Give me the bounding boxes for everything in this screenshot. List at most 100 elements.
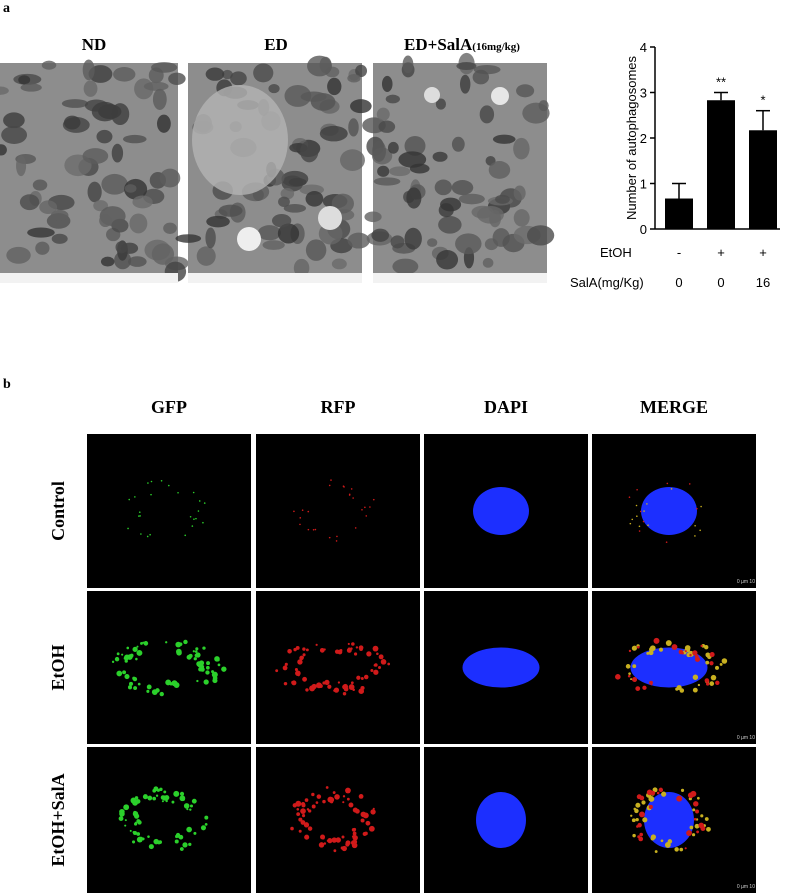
panel-label: a xyxy=(3,1,10,16)
puncta xyxy=(138,511,141,513)
puncta xyxy=(116,652,120,656)
puncta xyxy=(358,794,364,799)
puncta xyxy=(665,640,672,647)
em-organelle xyxy=(350,99,372,114)
y-tick-label: 0 xyxy=(640,222,647,237)
puncta xyxy=(203,502,206,504)
em-organelle xyxy=(513,209,530,227)
puncta xyxy=(680,788,685,792)
puncta xyxy=(642,520,645,523)
puncta xyxy=(333,849,337,853)
puncta xyxy=(334,794,340,800)
em-organelle xyxy=(0,86,9,95)
em-organelle xyxy=(151,243,175,265)
puncta xyxy=(299,517,302,519)
puncta xyxy=(282,665,288,671)
puncta xyxy=(128,498,131,501)
puncta xyxy=(665,541,668,543)
micrograph xyxy=(87,434,251,588)
puncta xyxy=(709,652,715,658)
puncta xyxy=(179,847,184,851)
puncta xyxy=(364,831,368,836)
puncta xyxy=(126,646,130,650)
puncta xyxy=(378,666,382,670)
em-organelle xyxy=(205,227,216,249)
puncta xyxy=(333,687,340,693)
puncta xyxy=(127,654,133,660)
puncta xyxy=(352,827,357,832)
em-organelle xyxy=(51,233,68,244)
puncta xyxy=(322,799,326,804)
puncta xyxy=(307,826,313,831)
em-organelle xyxy=(93,200,109,212)
em-organelle xyxy=(378,120,396,133)
em-organelle xyxy=(278,196,290,207)
puncta xyxy=(342,692,347,696)
puncta xyxy=(615,674,621,680)
puncta xyxy=(700,505,702,508)
puncta xyxy=(649,645,656,652)
em-organelle xyxy=(152,88,167,110)
em-organelle xyxy=(230,71,247,86)
em-organelle xyxy=(385,94,400,104)
puncta xyxy=(114,656,120,662)
puncta xyxy=(300,655,304,659)
puncta xyxy=(322,837,325,840)
puncta xyxy=(368,825,375,832)
em-organelle xyxy=(268,84,280,94)
puncta xyxy=(191,798,197,804)
puncta xyxy=(287,649,292,654)
em-organelle xyxy=(458,193,485,205)
puncta xyxy=(376,652,379,656)
bar xyxy=(707,100,735,229)
em-title: ND xyxy=(82,35,107,54)
puncta xyxy=(684,645,691,651)
em-organelle xyxy=(331,258,347,270)
puncta xyxy=(660,839,664,843)
puncta xyxy=(302,653,306,657)
puncta xyxy=(696,507,698,510)
em-organelle xyxy=(123,134,147,144)
puncta xyxy=(695,818,699,821)
puncta xyxy=(365,820,371,826)
em-organelle xyxy=(87,181,102,203)
em-organelle xyxy=(205,67,225,81)
puncta xyxy=(709,681,715,686)
puncta xyxy=(163,790,167,794)
puncta xyxy=(639,832,644,837)
puncta xyxy=(217,663,221,667)
em-organelle xyxy=(451,180,474,196)
em-nucleus xyxy=(192,85,288,195)
em-organelle xyxy=(293,258,310,278)
puncta xyxy=(147,482,149,484)
puncta xyxy=(360,818,365,823)
puncta xyxy=(171,680,178,687)
puncta xyxy=(373,669,379,675)
puncta xyxy=(175,832,181,838)
puncta xyxy=(372,807,375,810)
puncta xyxy=(341,835,345,839)
puncta xyxy=(319,647,325,653)
puncta xyxy=(670,488,673,490)
em-organelle xyxy=(127,256,147,267)
puncta xyxy=(192,491,195,494)
puncta xyxy=(159,787,163,792)
puncta xyxy=(642,685,647,690)
em-organelle xyxy=(402,55,414,74)
puncta xyxy=(146,535,149,538)
puncta xyxy=(150,493,152,496)
puncta xyxy=(365,515,368,517)
puncta xyxy=(178,642,183,646)
em-organelle xyxy=(115,241,128,254)
puncta xyxy=(650,683,653,686)
puncta xyxy=(292,803,297,808)
treatment-label: EtOH xyxy=(600,245,632,260)
puncta xyxy=(696,830,700,834)
puncta xyxy=(692,808,696,812)
puncta xyxy=(173,790,180,797)
em-organelle xyxy=(406,187,422,209)
puncta xyxy=(629,522,632,525)
puncta xyxy=(652,787,658,793)
puncta xyxy=(704,645,709,650)
em-organelle xyxy=(319,125,348,142)
